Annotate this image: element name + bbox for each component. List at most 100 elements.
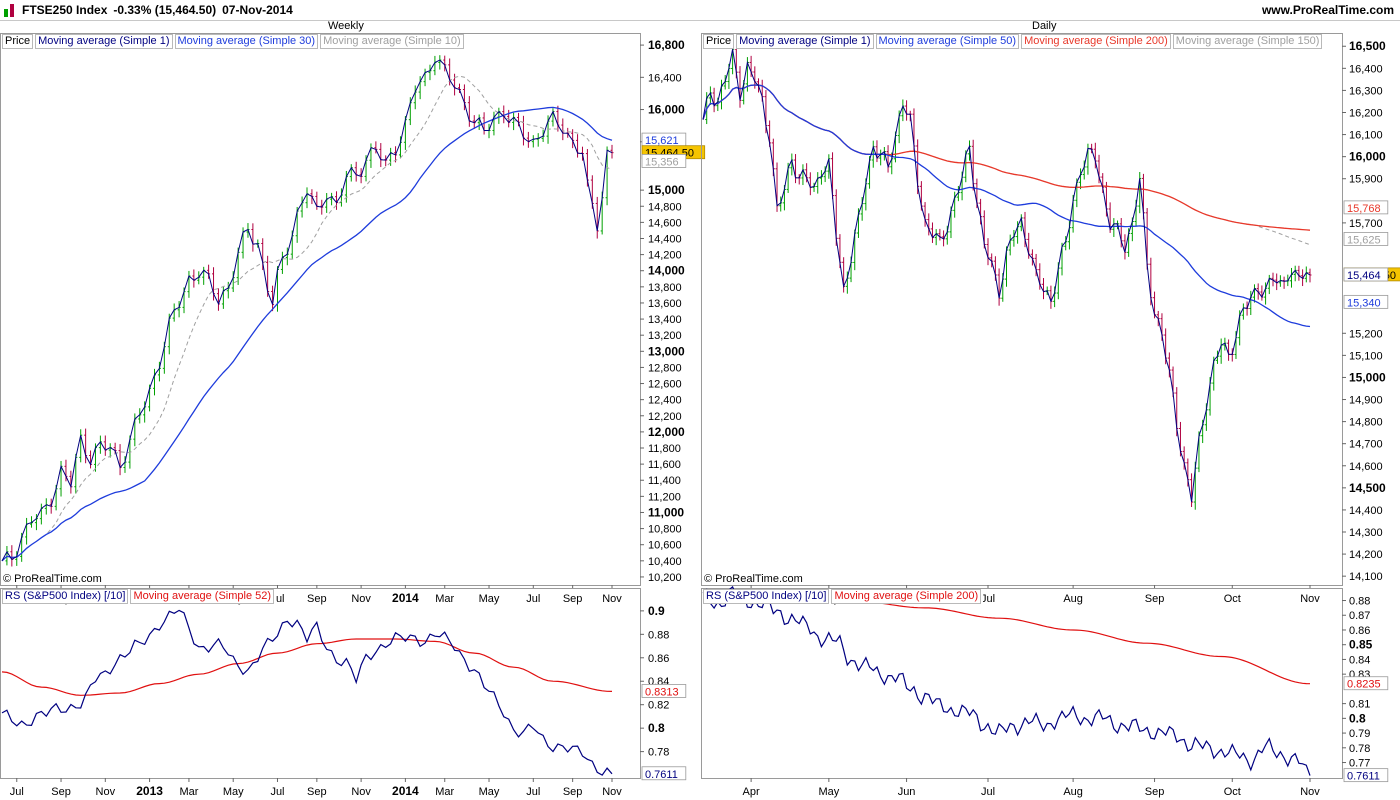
y-tick-label: 0.88 <box>1349 596 1370 608</box>
last-value-label: 15,768 <box>1347 203 1381 215</box>
ma-1-line <box>702 49 1311 503</box>
y-tick-label: 16,300 <box>1349 85 1383 97</box>
legend-ma-200[interactable]: Moving average (Simple 200) <box>1021 34 1171 49</box>
legend-ma-50[interactable]: Moving average (Simple 50) <box>875 34 1020 49</box>
x-tick-label: Nov <box>602 593 622 605</box>
legend-ma-1[interactable]: Moving average (Simple 1) <box>35 34 173 49</box>
y-tick-label: 0.77 <box>1349 758 1370 770</box>
last-value-box <box>1343 267 1389 282</box>
x-tick-label: Nov <box>351 593 371 605</box>
weekly-legend: Price Moving average (Simple 1) Moving a… <box>2 34 466 49</box>
last-value-box <box>1343 200 1389 215</box>
last-value-box <box>641 154 687 168</box>
x-tick-label: Aug <box>1063 786 1083 798</box>
y-tick-label: 12,000 <box>648 425 685 439</box>
last-value-box <box>1343 676 1389 691</box>
x-tick-label: Sep <box>307 593 327 605</box>
y-tick-label: 0.8 <box>1349 711 1366 725</box>
y-tick-label: 13,400 <box>648 314 682 326</box>
x-tick-label: Nov <box>602 786 622 798</box>
top-bar: FTSE250 Index -0.33% (15,464.50) 07-Nov-… <box>0 0 1400 21</box>
last-value-box <box>1343 294 1389 309</box>
last-value-box <box>1343 768 1389 783</box>
rs-line <box>702 585 1311 776</box>
candlestick-icon <box>4 3 16 17</box>
y-tick-label: 0.86 <box>1349 625 1370 637</box>
legend-ma-1[interactable]: Moving average (Simple 1) <box>736 34 874 49</box>
y-tick-label: 14,100 <box>1349 571 1383 583</box>
y-tick-label: 14,400 <box>1349 505 1383 517</box>
x-tick-label: Jul <box>981 593 995 605</box>
last-value-label: 0.8235 <box>1347 679 1381 691</box>
legend-rs[interactable]: RS (S&P500 Index) [/10] <box>703 589 830 604</box>
legend-ma-10[interactable]: Moving average (Simple 10) <box>320 34 464 49</box>
daily-title: Daily <box>1032 20 1057 32</box>
x-tick-label: May <box>479 786 500 798</box>
y-tick-label: 15,700 <box>1349 218 1383 230</box>
panel-frame <box>701 33 1343 586</box>
x-tick-label: Sep <box>51 786 71 798</box>
legend-ma-30[interactable]: Moving average (Simple 30) <box>174 34 319 49</box>
last-value-label: 0.8313 <box>645 686 679 698</box>
x-tick-label: May <box>818 786 839 798</box>
y-tick-label: 0.81 <box>1349 699 1370 711</box>
weekly-price-panel[interactable]: 16,80016,40016,00015,60015,00014,80014,6… <box>0 33 706 606</box>
y-tick-label: 11,000 <box>648 505 684 519</box>
x-tick-label: 2013 <box>136 784 163 798</box>
y-tick-label: 14,400 <box>648 233 682 245</box>
y-tick-label: 16,400 <box>1349 63 1383 75</box>
y-tick-label: 12,200 <box>648 411 682 423</box>
y-tick-label: 13,600 <box>648 298 682 310</box>
daily-legend: Price Moving average (Simple 1) Moving a… <box>703 34 1325 49</box>
legend-rs-ma-200[interactable]: Moving average (Simple 200) <box>831 589 982 604</box>
y-tick-label: 14,800 <box>648 201 682 213</box>
legend-rs-ma-52[interactable]: Moving average (Simple 52) <box>130 589 275 604</box>
chart-date: 07-Nov-2014 <box>222 3 293 17</box>
legend-ma-150[interactable]: Moving average (Simple 150) <box>1172 34 1323 49</box>
x-tick-label: Jul <box>270 786 284 798</box>
panel-frame <box>0 33 641 586</box>
y-tick-label: 16,400 <box>648 72 682 84</box>
y-tick-label: 14,000 <box>648 264 685 278</box>
legend-price[interactable]: Price <box>703 34 735 49</box>
rs-moving-average-line <box>703 592 1311 685</box>
x-tick-label: 2014 <box>392 784 419 798</box>
x-tick-label: Sep <box>307 786 327 798</box>
last-value-box <box>641 684 687 698</box>
y-tick-label: 12,800 <box>648 362 682 374</box>
y-tick-label: 14,300 <box>1349 527 1383 539</box>
y-tick-label: 0.88 <box>648 629 669 641</box>
last-value-label: 15,356 <box>645 156 679 168</box>
site-link[interactable]: www.ProRealTime.com <box>1261 3 1394 17</box>
y-tick-label: 14,200 <box>1349 549 1383 561</box>
legend-rs[interactable]: RS (S&P500 Index) [/10] <box>2 589 129 604</box>
y-tick-label: 15,200 <box>1349 328 1383 340</box>
x-tick-label: Oct <box>1224 593 1241 605</box>
y-tick-label: 14,200 <box>648 250 682 262</box>
x-tick-label: May <box>223 786 244 798</box>
legend-price[interactable]: Price <box>2 34 34 49</box>
y-tick-label: 14,900 <box>1349 395 1383 407</box>
daily-price-panel[interactable]: 16,500 16,400 16,300 16,200 16,100 16,000 15,9… <box>701 33 1400 606</box>
x-tick-label: Sep <box>563 593 583 605</box>
x-tick-label: Jul <box>526 786 540 798</box>
y-tick-label: 16,100 <box>1349 130 1383 142</box>
y-tick-label: 0.82 <box>648 700 669 712</box>
x-tick-label: May <box>479 593 500 605</box>
y-tick-label: 10,600 <box>648 540 682 552</box>
ma-200-line <box>702 84 1311 231</box>
y-tick-label: 0.87 <box>1349 610 1370 622</box>
y-tick-label: 15,900 <box>1349 174 1383 186</box>
daily-rs-panel[interactable]: 0.880.870.860.850.840.830.810.80.790.780… <box>701 585 1389 798</box>
y-tick-label: 16,500 <box>1349 39 1386 53</box>
symbol-name[interactable]: FTSE250 Index <box>22 3 108 17</box>
y-tick-label: 13,000 <box>648 344 685 358</box>
x-tick-label: Sep <box>1145 786 1165 798</box>
x-tick-label: Aug <box>1063 593 1083 605</box>
y-tick-label: 10,200 <box>648 572 682 584</box>
y-tick-label: 14,800 <box>1349 417 1383 429</box>
last-value-label: 15,340 <box>1347 297 1381 309</box>
last-value-label: 0.7611 <box>1347 771 1380 783</box>
y-tick-label: 15,000 <box>648 183 685 197</box>
